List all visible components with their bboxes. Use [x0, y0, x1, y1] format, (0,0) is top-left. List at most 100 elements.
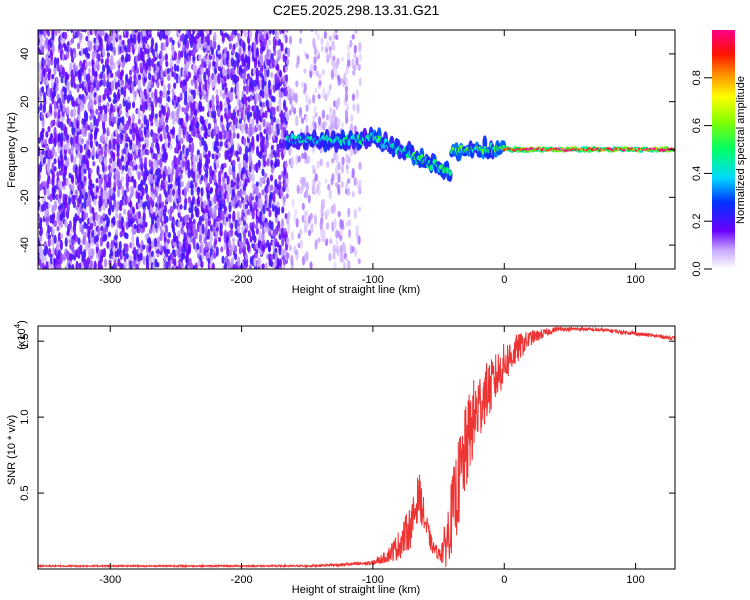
heatmap-cell — [287, 211, 291, 220]
heatmap-cell — [295, 218, 299, 228]
heatmap-cell — [112, 192, 116, 202]
heatmap-cell — [102, 119, 106, 131]
heatmap-cell — [177, 74, 182, 82]
heatmap-cell — [72, 133, 77, 145]
heatmap-cell — [141, 187, 145, 196]
heatmap-cell — [148, 57, 152, 68]
y-tick-label: 0.5 — [19, 485, 31, 500]
heatmap-cell — [85, 223, 89, 230]
heatmap-cell — [108, 178, 112, 189]
heatmap-cell — [215, 158, 220, 169]
heatmap-cell — [142, 102, 146, 114]
heatmap-cell — [59, 239, 63, 251]
heatmap-cell — [95, 141, 99, 147]
heatmap-cell — [103, 156, 108, 167]
heatmap-cell — [118, 38, 122, 47]
heatmap-cell — [231, 237, 236, 243]
heatmap-cell — [307, 156, 311, 164]
heatmap-cell — [347, 260, 351, 269]
heatmap-cell — [198, 134, 202, 141]
heatmap-cell — [116, 133, 120, 144]
heatmap-cell — [198, 100, 202, 111]
heatmap-cell — [213, 67, 218, 75]
heatmap-cell — [177, 166, 181, 175]
heatmap-cell — [139, 129, 144, 139]
heatmap-cell — [143, 88, 147, 96]
heatmap-cell — [119, 199, 123, 208]
heatmap-cell — [44, 72, 49, 80]
heatmap-cell — [70, 37, 75, 44]
heatmap-cell — [332, 55, 336, 62]
heatmap-cell — [233, 74, 238, 85]
heatmap-cell — [249, 236, 253, 243]
heatmap-cell — [199, 233, 203, 241]
heatmap-cell — [258, 230, 262, 241]
heatmap-cell — [181, 153, 185, 161]
heatmap-cell — [171, 265, 175, 269]
heatmap-cell — [341, 122, 345, 128]
heatmap-cell — [66, 202, 70, 214]
heatmap-cell — [88, 60, 92, 67]
heatmap-cell — [327, 88, 331, 97]
heatmap-cell — [243, 137, 247, 146]
heatmap-cell — [185, 147, 189, 157]
heatmap-cell — [332, 43, 336, 52]
heatmap-cell — [45, 130, 49, 138]
heatmap-cell — [296, 55, 300, 66]
heatmap-cell — [112, 160, 116, 170]
heatmap-cell — [208, 30, 212, 36]
heatmap-cell — [49, 193, 53, 203]
heatmap-cell — [288, 244, 292, 252]
x-tick-label: -300 — [99, 574, 121, 586]
heatmap-cell — [93, 220, 97, 227]
heatmap-cell — [200, 30, 204, 37]
heatmap-cell — [154, 70, 158, 77]
heatmap-cell — [205, 30, 209, 35]
heatmap-cell — [206, 157, 211, 165]
heatmap-cell — [95, 108, 99, 115]
heatmap-cell — [340, 252, 345, 264]
heatmap-cell — [115, 212, 119, 219]
heatmap-cell — [279, 30, 283, 35]
heatmap-cell — [68, 220, 72, 230]
heatmap-cell — [141, 30, 146, 38]
heatmap-cell — [86, 52, 91, 60]
heatmap-cell — [345, 181, 349, 190]
heatmap-cell — [116, 60, 120, 66]
heatmap-cell — [242, 41, 246, 52]
heatmap-cell — [47, 234, 52, 240]
heatmap-cell — [307, 229, 312, 237]
heatmap-cell — [83, 175, 87, 182]
heatmap-cell — [146, 53, 151, 59]
heatmap-cell — [221, 30, 225, 34]
heatmap-cell — [89, 139, 94, 149]
heatmap-cell — [353, 176, 357, 186]
heatmap-cell — [316, 32, 320, 41]
snr-panel: -300 -200 -100 0 100 0.5 1.0 1.5 Height of str… — [6, 320, 676, 596]
heatmap-cell — [232, 210, 236, 222]
heatmap-cell — [312, 94, 316, 104]
heatmap-cell — [188, 30, 192, 36]
heatmap-cell — [252, 67, 257, 76]
heatmap-cell — [261, 141, 265, 153]
heatmap-cell — [184, 197, 188, 207]
heatmap-cell — [251, 105, 255, 112]
heatmap-cell — [102, 218, 106, 229]
heatmap-cell — [352, 69, 356, 76]
heatmap-cell — [81, 30, 85, 33]
heatmap-cell — [227, 261, 232, 269]
heatmap-cell — [100, 58, 104, 64]
heatmap-cell — [161, 54, 165, 62]
heatmap-cell — [120, 154, 124, 162]
heatmap-cell — [59, 43, 64, 50]
heatmap-cell — [353, 247, 358, 258]
heatmap-cell — [59, 252, 64, 264]
heatmap-cell — [125, 30, 129, 39]
heatmap-cell — [190, 79, 194, 86]
heatmap-cell — [278, 232, 282, 240]
heatmap-cell — [83, 69, 87, 81]
heatmap-cell — [116, 248, 120, 258]
heatmap-cell — [263, 128, 267, 135]
heatmap-cell — [274, 204, 278, 214]
heatmap-cell — [112, 152, 116, 162]
